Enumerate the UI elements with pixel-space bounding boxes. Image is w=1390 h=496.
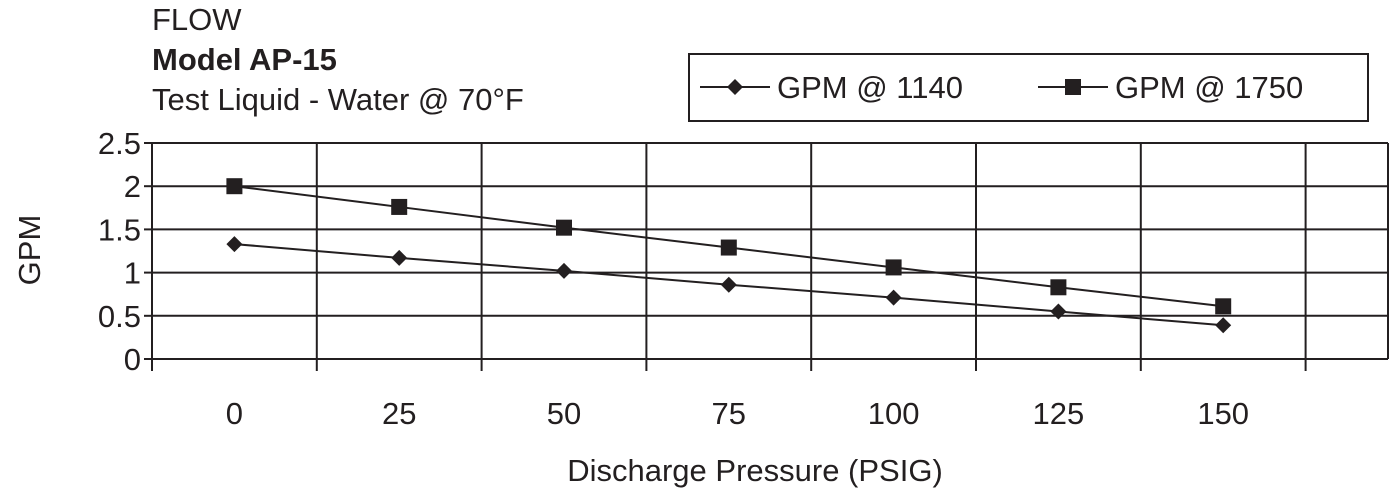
square-marker — [1215, 298, 1232, 315]
y-tick-label: 0.5 — [98, 299, 141, 334]
square-marker — [556, 219, 572, 236]
square-marker — [1065, 79, 1081, 95]
square-marker — [391, 198, 408, 215]
diamond-marker — [720, 276, 737, 293]
legend-label: GPM @ 1750 — [1115, 70, 1303, 105]
x-tick-label: 125 — [1033, 396, 1085, 431]
y-tick-label: 2 — [124, 169, 141, 204]
diamond-marker — [727, 79, 743, 95]
axis-layer: 0 0.5 1 1.5 2 2.5 0 25 50 75 100 125 150 — [98, 126, 1307, 431]
square-marker — [226, 178, 243, 195]
chart-test-liquid-subtitle: Test Liquid - Water @ 70°F — [152, 82, 524, 117]
x-tick-label: 25 — [382, 396, 416, 431]
chart-title: FLOW — [152, 2, 242, 37]
chart-model-subtitle: Model AP-15 — [152, 42, 337, 77]
y-tick-label: 2.5 — [98, 126, 141, 161]
x-tick-label: 50 — [547, 396, 581, 431]
legend-label: GPM @ 1140 — [777, 70, 963, 105]
x-axis-label: Discharge Pressure (PSIG) — [567, 453, 943, 488]
chart-title-block: FLOW Model AP-15 Test Liquid - Water @ 7… — [152, 0, 524, 120]
diamond-marker — [1215, 317, 1232, 334]
square-marker — [1050, 279, 1067, 296]
diamond-marker — [226, 236, 243, 253]
x-tick-label: 150 — [1197, 396, 1249, 431]
x-tick-label: 0 — [226, 396, 243, 431]
y-tick-label: 1.5 — [98, 212, 141, 247]
y-axis-label: GPM — [12, 215, 47, 286]
x-tick-label: 75 — [712, 396, 746, 431]
legend: GPM @ 1140 GPM @ 1750 — [688, 53, 1369, 122]
legend-box — [688, 53, 1369, 122]
grid-layer — [151, 142, 1389, 360]
diamond-marker — [885, 289, 902, 306]
diamond-marker — [1050, 303, 1067, 320]
square-marker — [885, 259, 902, 276]
diamond-marker — [556, 262, 572, 279]
diamond-marker — [391, 249, 408, 266]
series-layer — [226, 178, 1232, 334]
y-tick-label: 0 — [124, 342, 141, 377]
square-marker — [720, 239, 737, 256]
x-tick-label: 100 — [868, 396, 920, 431]
y-tick-label: 1 — [124, 256, 141, 291]
